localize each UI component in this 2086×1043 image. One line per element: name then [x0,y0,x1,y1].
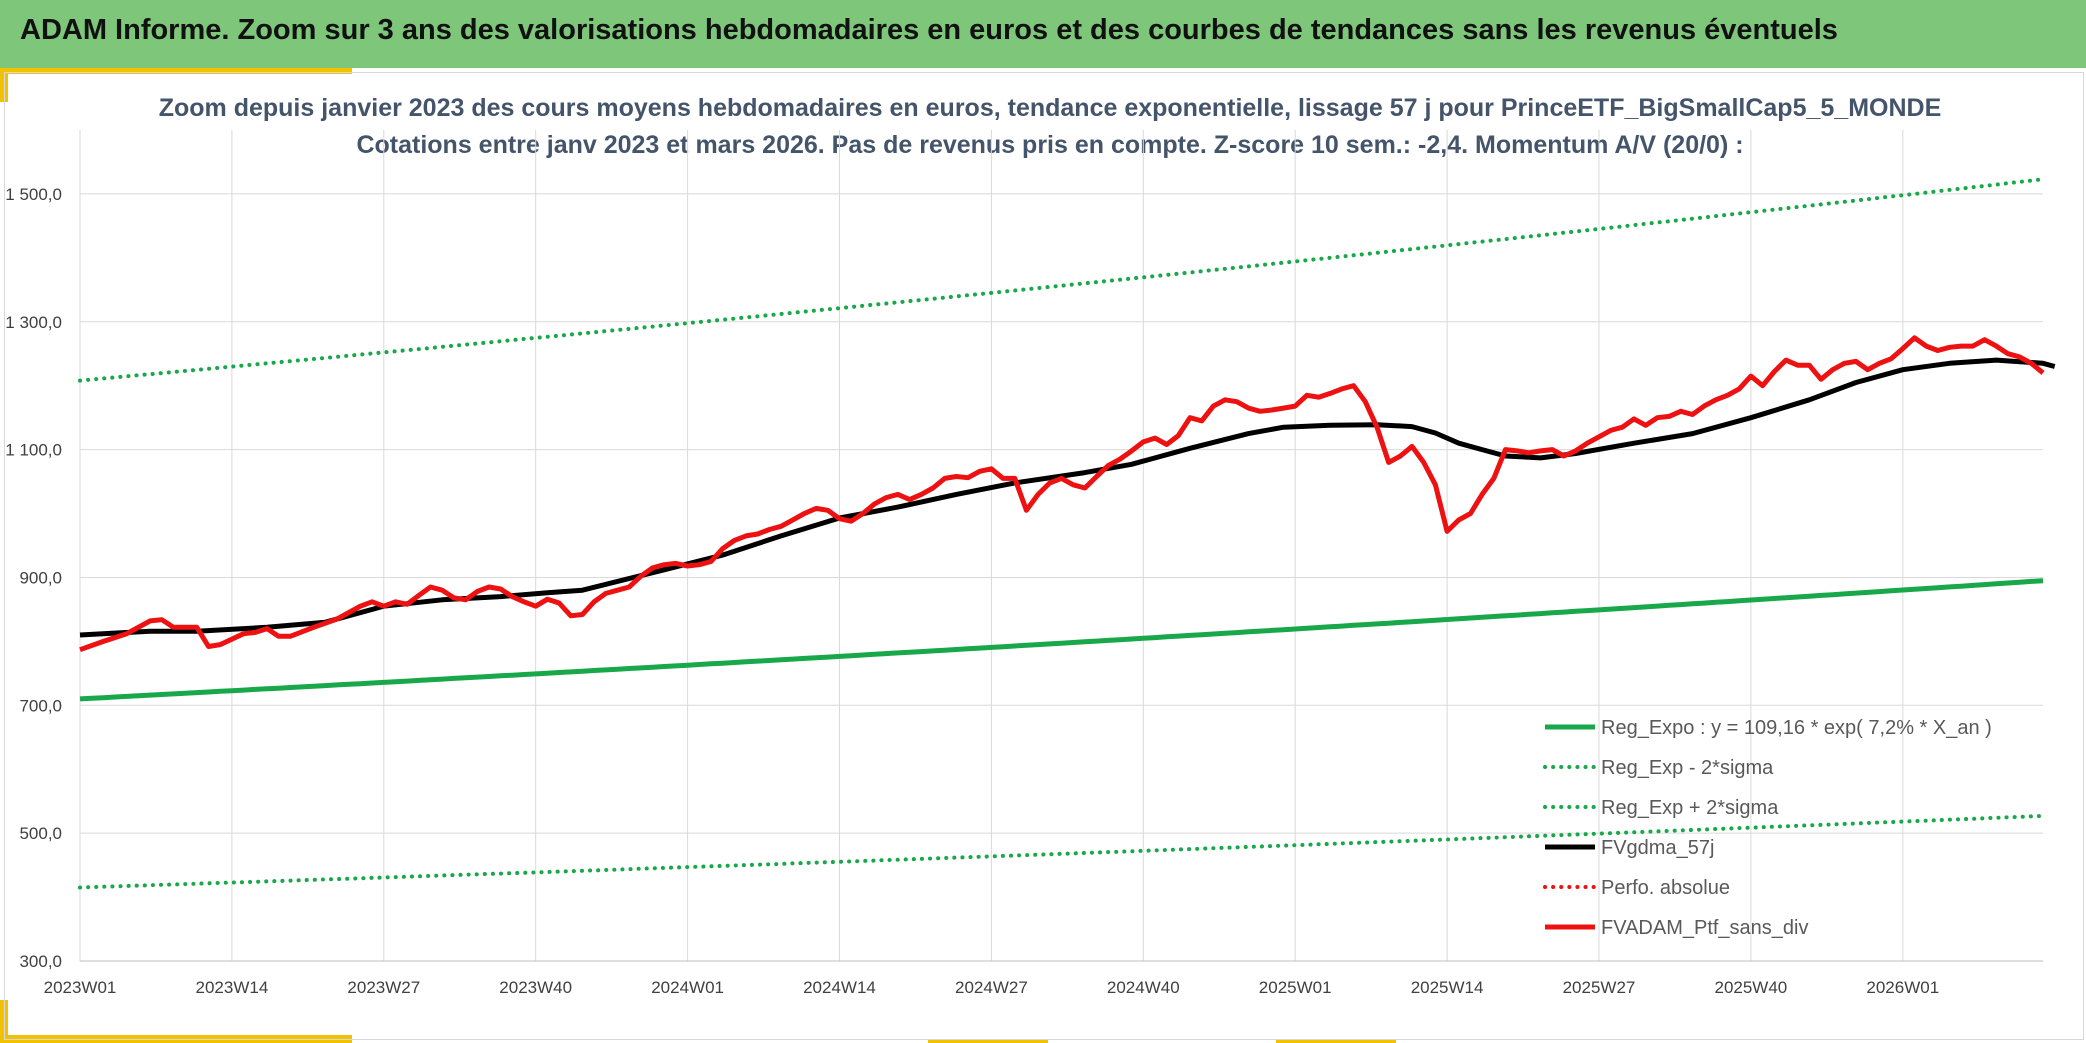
y-tick-label: 900,0 [19,568,62,587]
page-title: ADAM Informe. Zoom sur 3 ans des valoris… [20,14,1838,46]
x-tick-label: 2026W01 [1866,978,1939,997]
y-tick-label: 1 300,0 [5,313,62,332]
x-tick-label: 2025W27 [1563,978,1636,997]
y-tick-label: 1 100,0 [5,441,62,460]
plot-area [78,177,2056,890]
header-banner: ADAM Informe. Zoom sur 3 ans des valoris… [0,0,2086,68]
grid [79,130,2043,962]
y-axis: 300,0 500,0 700,0 900,0 1 100,0 1 300,0 1 500,… [5,185,62,971]
x-tick-label: 2023W27 [347,978,420,997]
legend: Reg_Expo : y = 109,16 * exp( 7,2% * X_an… [1543,717,1992,939]
accent-bar-bottom-2 [1276,1039,1396,1043]
chart-panel [4,72,2084,1040]
x-tick-label: 2025W01 [1259,978,1332,997]
x-tick-label: 2023W14 [196,978,269,997]
chart-title-line1: Zoom depuis janvier 2023 des cours moyen… [159,94,1942,122]
legend-label: FVgdma_57j [1601,837,1714,859]
fvadam-ptf-line [79,335,2045,653]
x-tick-label: 2025W14 [1411,978,1484,997]
legend-label: Perfo. absolue [1601,877,1730,899]
x-tick-label: 2023W40 [499,978,572,997]
x-tick-label: 2024W01 [651,978,724,997]
legend-label: Reg_Expo : y = 109,16 * exp( 7,2% * X_an… [1601,717,1992,739]
accent-bar-top-left [0,68,352,74]
y-tick-label: 500,0 [19,824,62,843]
x-tick-label: 2024W40 [1107,978,1180,997]
x-tick-label: 2025W40 [1714,978,1787,997]
reg-exp-plus-2sigma-line [78,177,2045,383]
x-axis: 2023W01 2023W14 2023W27 2023W40 2024W01 2024W… [44,978,1940,997]
chart-title-line2: Cotations entre janv 2023 et mars 2026. … [356,131,1743,159]
y-tick-label: 700,0 [19,696,62,715]
x-tick-label: 2024W14 [803,978,876,997]
y-tick-label: 300,0 [19,952,62,971]
accent-bar-bottom-1 [928,1039,1048,1043]
fvgdma-57j-line [79,357,2056,638]
reg-exp-minus-2sigma-line [78,813,2045,890]
y-tick-label: 1 500,0 [5,185,62,204]
legend-label: Reg_Exp - 2*sigma [1601,757,1774,779]
x-tick-label: 2023W01 [44,978,117,997]
x-tick-label: 2024W27 [955,978,1028,997]
legend-label: FVADAM_Ptf_sans_div [1601,917,1809,939]
reg-expo-line [79,578,2044,702]
legend-label: Reg_Exp + 2*sigma [1601,797,1779,819]
